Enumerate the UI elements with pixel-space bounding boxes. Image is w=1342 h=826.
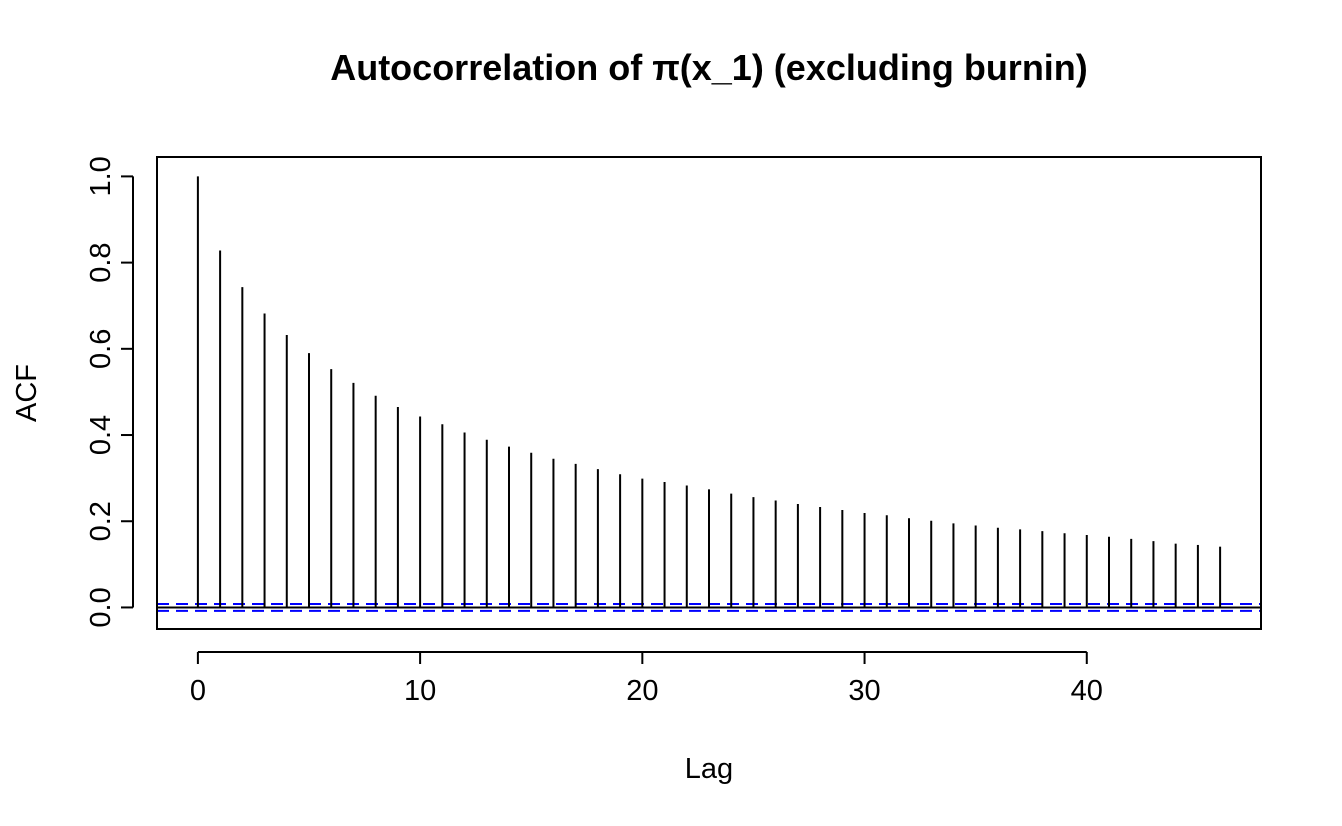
y-tick-label: 0.0	[85, 587, 117, 627]
x-tick-label: 10	[404, 675, 436, 707]
y-axis-label: ACF	[11, 364, 43, 422]
plot-frame	[156, 156, 1262, 630]
x-tick-label: 40	[1071, 675, 1103, 707]
chart-title: Autocorrelation of π(x_1) (excluding bur…	[330, 47, 1088, 88]
y-tick-label: 0.8	[85, 242, 117, 282]
x-axis: 0 10 20 30 40	[190, 651, 1103, 707]
x-tick-label: 30	[848, 675, 880, 707]
y-tick-label: 1.0	[85, 156, 117, 196]
y-tick-label: 0.4	[85, 415, 117, 455]
x-tick-label: 20	[626, 675, 658, 707]
y-axis: 0.0 0.2 0.4 0.6 0.8 1.0	[85, 156, 134, 628]
y-tick-label: 0.6	[85, 329, 117, 369]
x-tick-label: 0	[190, 675, 206, 707]
y-tick-label: 0.2	[85, 501, 117, 541]
plot-area	[157, 176, 1261, 612]
x-axis-label: Lag	[685, 753, 733, 785]
